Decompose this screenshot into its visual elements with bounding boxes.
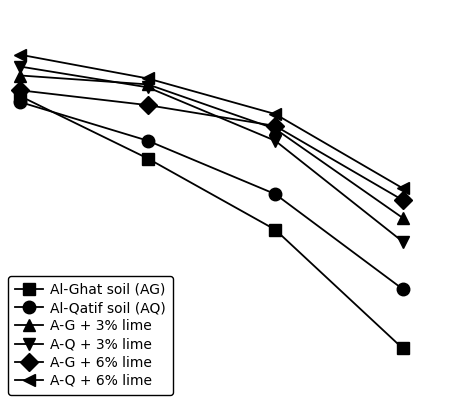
Legend: Al-Ghat soil (AG), Al-Qatif soil (AQ), A-G + 3% lime, A-Q + 3% lime, A-G + 6% li: Al-Ghat soil (AG), Al-Qatif soil (AQ), A… (9, 276, 173, 395)
